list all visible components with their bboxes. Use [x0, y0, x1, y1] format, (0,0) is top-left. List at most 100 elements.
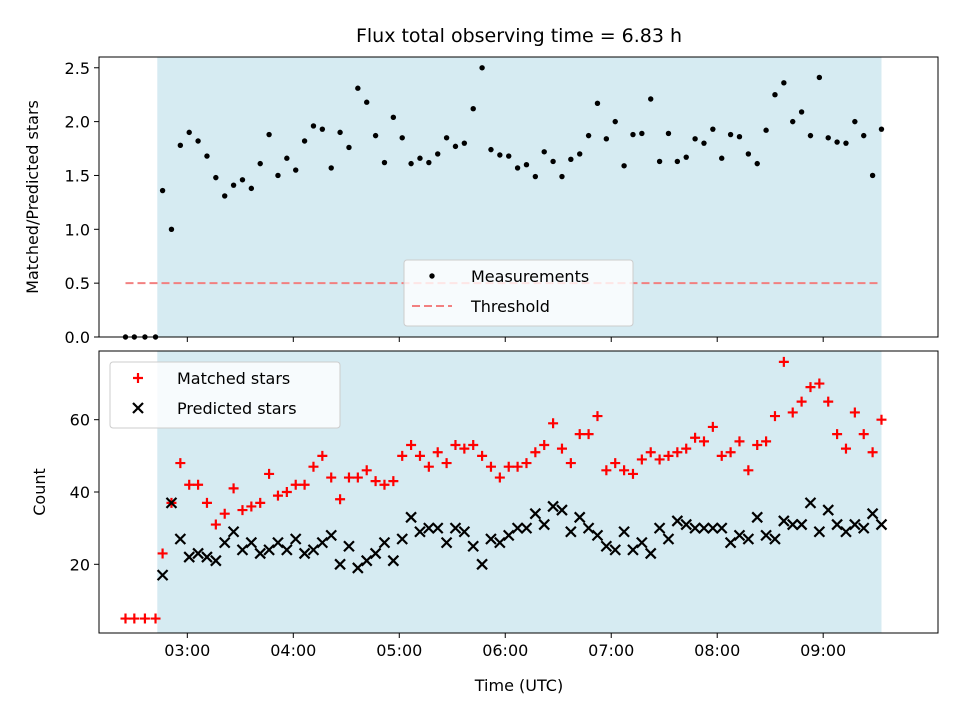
chart-title: Flux total observing time = 6.83 h — [356, 25, 682, 47]
measurement-point — [772, 92, 777, 97]
x-tick-label: 08:00 — [694, 641, 740, 660]
measurement-point — [417, 156, 422, 161]
measurement-point — [639, 131, 644, 136]
measurement-point — [701, 140, 706, 145]
legend-count: Matched stars Predicted stars — [110, 362, 340, 428]
measurement-point — [834, 139, 839, 144]
measurement-point — [453, 144, 458, 149]
measurement-point — [258, 161, 263, 166]
measurement-point — [692, 136, 697, 141]
measurement-point — [533, 174, 538, 179]
measurement-point — [320, 126, 325, 131]
measurement-point — [524, 162, 529, 167]
measurement-point — [284, 156, 289, 161]
measurement-point — [408, 161, 413, 166]
y-tick-label: 1.5 — [65, 166, 90, 185]
matched-star-point — [140, 614, 150, 624]
measurement-point — [870, 173, 875, 178]
y-tick-label: 0.5 — [65, 274, 90, 293]
measurement-point — [497, 152, 502, 157]
measurement-point — [160, 188, 165, 193]
measurement-point — [515, 165, 520, 170]
x-tick-label: 03:00 — [164, 641, 210, 660]
measurement-point — [746, 151, 751, 156]
count-panel: 03:00 04:00 05:00 06:00 07:00 08:00 09:0020406… — [30, 351, 938, 660]
y-axis-label-count: Count — [30, 468, 49, 516]
legend-ratio: Measurements Threshold — [404, 260, 633, 326]
matched-star-point — [129, 614, 139, 624]
x-tick-label: 04:00 — [270, 641, 316, 660]
measurement-point — [648, 96, 653, 101]
chart-figure: Flux total observing time = 6.83 h 0.0 0.… — [0, 0, 960, 720]
measurement-point — [817, 75, 822, 80]
measurement-point — [240, 177, 245, 182]
y-tick-label: 60 — [70, 411, 90, 430]
measurement-point — [355, 86, 360, 91]
x-tick-label: 09:00 — [800, 641, 846, 660]
measurement-point — [781, 80, 786, 85]
measurement-point — [426, 160, 431, 165]
measurement-point — [621, 163, 626, 168]
measurement-point — [550, 159, 555, 164]
measurement-point — [337, 130, 342, 135]
measurement-point — [542, 149, 547, 154]
measurement-point — [435, 151, 440, 156]
x-tick-label: 06:00 — [482, 641, 528, 660]
measurement-point — [400, 135, 405, 140]
measurement-point — [187, 130, 192, 135]
y-tick-label: 40 — [70, 483, 90, 502]
measurement-point — [249, 186, 254, 191]
measurement-point — [462, 140, 467, 145]
measurement-point — [266, 132, 271, 137]
measurement-point — [275, 173, 280, 178]
measurement-point — [222, 193, 227, 198]
measurement-point — [843, 140, 848, 145]
legend-label: Measurements — [471, 267, 589, 286]
measurement-point — [604, 136, 609, 141]
measurement-point — [613, 119, 618, 124]
measurement-point — [444, 135, 449, 140]
measurement-point — [364, 100, 369, 105]
measurement-point — [195, 138, 200, 143]
measurement-point — [329, 165, 334, 170]
measurement-point — [719, 156, 724, 161]
measurement-point — [710, 126, 715, 131]
ratio-panel: 0.0 0.5 1.0 1.5 2.0 2.5 Matched/Predicted star… — [23, 57, 938, 347]
measurement-point — [488, 147, 493, 152]
measurement-point — [790, 119, 795, 124]
measurement-point — [311, 123, 316, 128]
measurement-point — [763, 128, 768, 133]
measurement-point — [852, 119, 857, 124]
measurement-point — [728, 132, 733, 137]
measurement-point — [737, 134, 742, 139]
measurement-point — [506, 153, 511, 158]
measurement-point — [471, 106, 476, 111]
measurement-point — [657, 159, 662, 164]
x-tick-label: 07:00 — [588, 641, 634, 660]
measurement-point — [373, 133, 378, 138]
measurement-point — [675, 159, 680, 164]
measurement-point — [630, 132, 635, 137]
y-tick-label: 20 — [70, 555, 90, 574]
x-axis-label: Time (UTC) — [474, 676, 563, 695]
matched-star-point — [120, 614, 130, 624]
measurement-point — [684, 154, 689, 159]
measurement-point — [586, 133, 591, 138]
measurement-point — [879, 126, 884, 131]
legend-label: Predicted stars — [177, 399, 297, 418]
measurement-point — [559, 174, 564, 179]
measurement-point — [755, 161, 760, 166]
y-tick-label: 2.0 — [65, 113, 90, 132]
measurement-point — [577, 151, 582, 156]
measurement-point — [231, 182, 236, 187]
legend-marker-dot — [429, 273, 434, 278]
measurement-point — [213, 175, 218, 180]
legend-label: Matched stars — [177, 369, 290, 388]
measurement-point — [826, 135, 831, 140]
measurement-point — [595, 101, 600, 106]
y-tick-label: 0.0 — [65, 328, 90, 347]
measurement-point — [169, 227, 174, 232]
measurement-point — [799, 109, 804, 114]
legend-label: Threshold — [470, 297, 550, 316]
measurement-point — [666, 131, 671, 136]
